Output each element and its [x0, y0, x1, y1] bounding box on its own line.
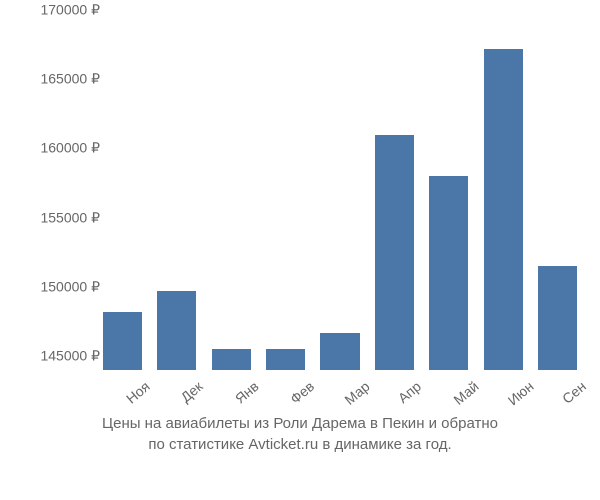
bar-Дек [157, 291, 196, 370]
caption-line-2: по статистике Avticket.ru в динамике за … [0, 434, 600, 455]
x-tick-label: Апр [395, 378, 424, 406]
x-tick-label: Май [450, 378, 481, 408]
y-tick-label: 170000 ₽ [40, 2, 100, 19]
bar-Янв [212, 349, 251, 370]
bar-Июн [484, 49, 523, 370]
caption-line-1: Цены на авиабилеты из Роли Дарема в Пеки… [0, 413, 600, 434]
x-tick-label: Фев [287, 378, 317, 407]
bar-Ноя [103, 312, 142, 370]
x-tick-label: Сен [559, 378, 589, 407]
y-tick-label: 155000 ₽ [40, 209, 100, 226]
bar-Апр [375, 135, 414, 370]
chart-plot-area [95, 10, 585, 370]
x-tick-label: Мар [341, 378, 372, 408]
bar-Сен [538, 266, 577, 370]
y-tick-label: 150000 ₽ [40, 278, 100, 295]
x-tick-label: Июн [505, 378, 537, 408]
x-tick-label: Дек [177, 378, 205, 405]
y-tick-label: 165000 ₽ [40, 71, 100, 88]
bar-Мар [320, 333, 359, 370]
bar-Май [429, 176, 468, 370]
x-tick-label: Ноя [123, 378, 153, 407]
bar-Фев [266, 349, 305, 370]
y-tick-label: 160000 ₽ [40, 140, 100, 157]
y-tick-label: 145000 ₽ [40, 348, 100, 365]
chart-caption: Цены на авиабилеты из Роли Дарема в Пеки… [0, 413, 600, 455]
x-tick-label: Янв [232, 378, 262, 407]
